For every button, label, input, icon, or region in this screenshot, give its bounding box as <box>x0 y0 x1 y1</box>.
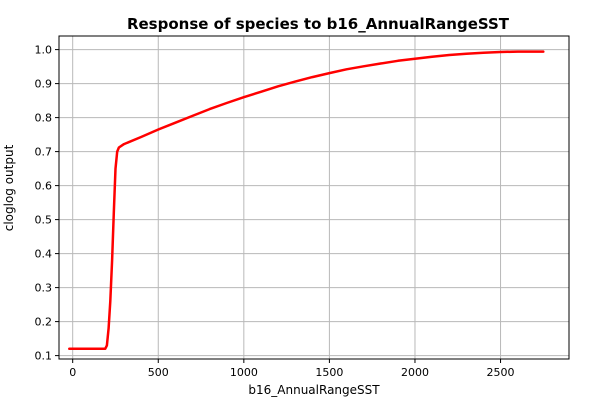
x-tick-label: 500 <box>148 366 169 379</box>
y-tick-label: 0.1 <box>35 350 53 363</box>
grid <box>59 36 569 359</box>
x-tick-label: 2000 <box>401 366 429 379</box>
series-line <box>68 50 545 351</box>
y-tick-label: 0.7 <box>35 146 53 159</box>
x-tick-label: 1500 <box>315 366 343 379</box>
y-tick-label: 0.8 <box>35 112 53 125</box>
axis-ticks: 0 500 1000 1500 2000 2500 0.1 0.2 0.3 0.4 0.5 0.6 0.… <box>35 44 515 379</box>
plot-frame <box>58 35 570 360</box>
chart-title: Response of species to b16_AnnualRangeSS… <box>127 15 510 33</box>
x-tick-label: 0 <box>69 366 76 379</box>
y-tick-label: 0.9 <box>35 78 53 91</box>
y-tick-label: 0.6 <box>35 180 53 193</box>
y-tick-label: 0.2 <box>35 316 53 329</box>
y-tick-label: 0.4 <box>35 248 53 261</box>
y-tick-label: 1.0 <box>35 44 53 57</box>
x-axis-label: b16_AnnualRangeSST <box>248 383 380 397</box>
x-tick-label: 2500 <box>487 366 515 379</box>
y-tick-label: 0.3 <box>35 282 53 295</box>
y-tick-label: 0.5 <box>35 214 53 227</box>
x-tick-label: 1000 <box>230 366 258 379</box>
y-axis-label: cloglog output <box>2 144 16 231</box>
